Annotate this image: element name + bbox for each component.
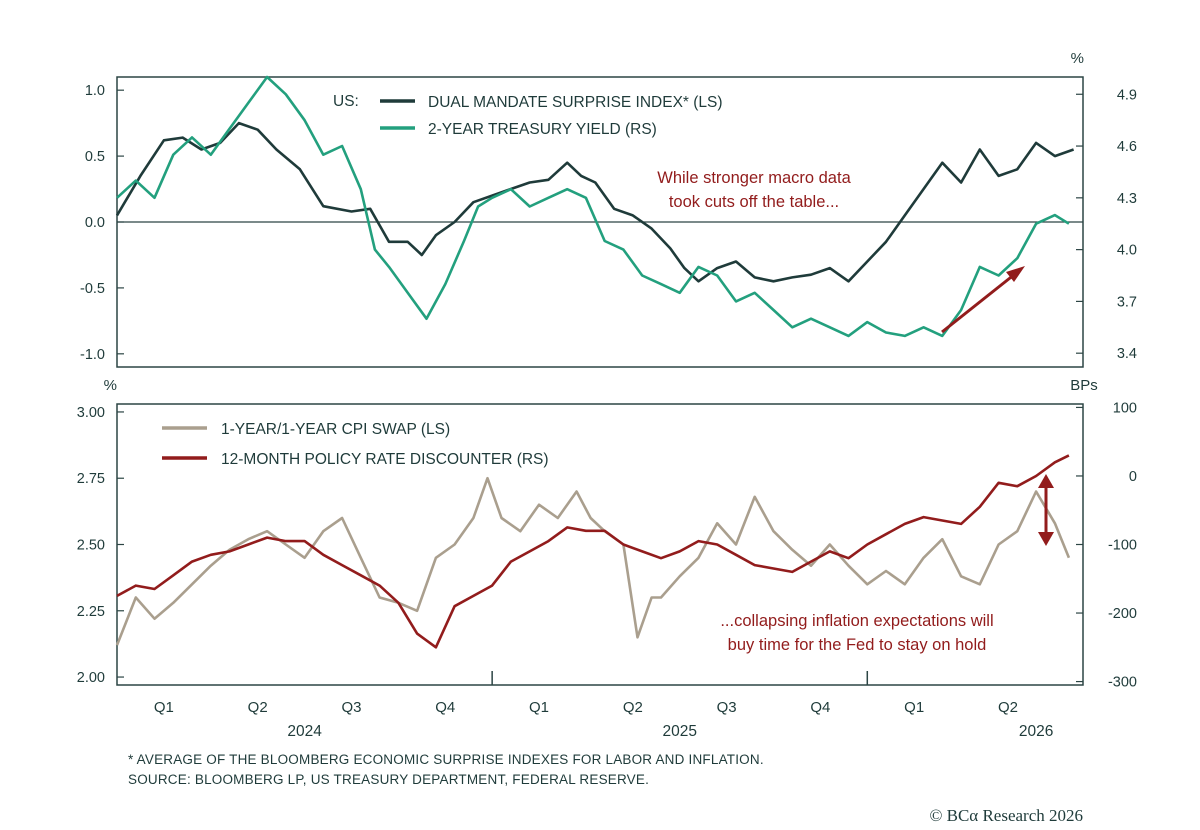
x-axis-quarter-label: Q4 [435,699,455,716]
panel2-legend-label: 1-YEAR/1-YEAR CPI SWAP (LS) [221,421,450,438]
panel2-right-tick-label: -100 [1108,538,1137,554]
chart-canvas: -1.0 -0.5 0.0 0.5 1.0 3.4 3.7 4.0 4.3 4.6 4.9% 2.00… [77,50,1137,740]
panel1-right-tick-label: 3.4 [1117,346,1137,362]
panel1-left-tick-label: 0.0 [85,215,105,231]
panel1-left-tick-label: 0.5 [85,149,105,165]
x-axis-quarter-label: Q2 [248,699,268,716]
panel2-series-line-2 [116,454,1070,649]
copyright: © BCα Research 2026 [929,806,1083,825]
panel1-right-tick-label: 4.3 [1117,191,1137,207]
panel2-right-tick-label: -300 [1108,675,1137,691]
panel1-right-tick-label: 4.9 [1117,87,1137,103]
x-axis-quarter-label: Q2 [998,699,1018,716]
panel1-arrow-head [1006,266,1025,282]
footnote-source: SOURCE: BLOOMBERG LP, US TREASURY DEPART… [128,772,650,787]
panel1-left-tick-label: 1.0 [85,83,105,99]
panel1-right-tick-label: 4.0 [1117,243,1137,259]
panel2-arrow-head-up [1038,474,1054,488]
panel2-left-tick-label: 2.50 [77,538,105,554]
panel2-right-tick-label: 100 [1113,400,1137,416]
panel2-left-unit: % [104,377,117,394]
panel1-right-tick-label: 4.6 [1117,139,1137,155]
panel2-right-tick-label: -200 [1108,606,1137,622]
x-axis-quarter-label: Q1 [154,699,174,716]
panel1-series-line-2 [116,75,1070,338]
x-axis-year-label: 2024 [287,723,322,740]
panel2-annotation-line: buy time for the Fed to stay on hold [728,636,987,654]
x-axis-quarter-label: Q3 [717,699,737,716]
panel1-arrow-shaft [941,272,1016,334]
panel2-left-tick-label: 3.00 [77,405,105,421]
panel2-right-tick-label: 0 [1129,469,1137,485]
panel1-legend-label: 2-YEAR TREASURY YIELD (RS) [428,121,657,138]
panel1-legend-prefix: US: [333,93,359,110]
x-axis-quarter-label: Q1 [904,699,924,716]
panel2-annotation-line: ...collapsing inflation expectations wil… [720,612,993,630]
panel2-left-tick-label: 2.75 [77,471,105,487]
panel2-series-line-1 [115,476,1071,646]
panel1-annotation-line: took cuts off the table... [669,193,839,211]
panel1-left-tick-label: -0.5 [80,281,105,297]
x-axis-year-label: 2025 [662,723,696,740]
x-axis-quarter-label: Q4 [810,699,830,716]
panel1-right-unit: % [1071,50,1084,67]
panel2-arrow-head-down [1038,532,1054,546]
panel2-left-tick-label: 2.00 [77,670,105,686]
panel1-annotation-line: While stronger macro data [657,169,851,187]
panel1-left-tick-label: -1.0 [80,347,105,363]
x-axis-quarter-label: Q2 [623,699,643,716]
panel2-legend-label: 12-MONTH POLICY RATE DISCOUNTER (RS) [221,451,549,468]
panel2-right-unit: BPs [1070,377,1098,394]
panel1-legend-label: DUAL MANDATE SURPRISE INDEX* (LS) [428,94,723,111]
panel1-series-line-1 [115,121,1075,283]
x-axis-quarter-label: Q3 [341,699,361,716]
footnote-note: * AVERAGE OF THE BLOOMBERG ECONOMIC SURP… [128,752,764,767]
x-axis-quarter-label: Q1 [529,699,549,716]
x-axis-year-label: 2026 [1019,723,1053,740]
panel1-right-tick-label: 3.7 [1117,294,1137,310]
panel2-left-tick-label: 2.25 [77,604,105,620]
